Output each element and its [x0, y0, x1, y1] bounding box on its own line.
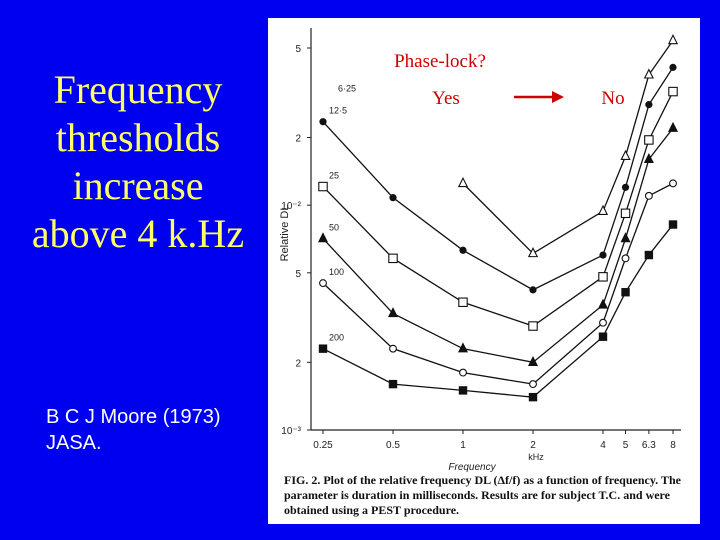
figure-panel: 5 2 10⁻² 5 2 10⁻³ Relative DL 0.25 0.5 1 2 4 5 6.3 8 Fr… [268, 18, 700, 524]
series-label: 100 [329, 267, 344, 277]
series-5: 100 [319, 179, 677, 389]
series-label: 200 [329, 333, 344, 343]
data-point [528, 392, 538, 402]
figure-caption: FIG. 2. Plot of the relative frequency D… [284, 473, 681, 517]
data-point [529, 380, 537, 389]
citation: B C J Moore (1973) JASA. [46, 404, 221, 456]
data-point [644, 250, 654, 260]
x-tick-label: 0.5 [386, 440, 400, 451]
data-point [458, 386, 468, 395]
data-point [620, 149, 631, 161]
data-point [457, 342, 469, 353]
series-line [322, 91, 674, 327]
data-point [667, 34, 679, 45]
data-point [644, 191, 653, 200]
series-line [322, 182, 674, 385]
citation-line: JASA. [46, 432, 102, 454]
data-point [668, 220, 678, 229]
title-line: Frequency [53, 67, 223, 112]
series-3: 25 [318, 86, 678, 331]
series-1: 6·25 [338, 34, 679, 258]
data-point [598, 272, 608, 282]
data-point [599, 318, 607, 327]
data-point [317, 232, 329, 243]
slide-title: Frequency thresholds increase above 4 k.… [28, 66, 248, 258]
data-point [389, 194, 397, 202]
data-point [644, 135, 654, 145]
series-4: 50 [317, 121, 679, 367]
y-tick-label: 10⁻³ [281, 426, 301, 437]
x-tick-label: 4 [600, 440, 606, 451]
data-point [668, 86, 678, 97]
data-point [599, 251, 607, 259]
title-line: increase [72, 163, 204, 208]
data-point [527, 246, 539, 258]
data-point [319, 118, 327, 126]
series-6: 200 [318, 220, 678, 402]
y-axis-label: Relative DL [279, 205, 291, 262]
x-tick-label: 1 [460, 440, 466, 451]
y-tick-label: 5 [295, 269, 301, 280]
data-point [318, 344, 328, 353]
phase-lock-label: Phase-lock? [394, 51, 486, 72]
data-point [457, 176, 469, 188]
series-2: 12·5 [319, 63, 677, 294]
yes-label: Yes [432, 88, 460, 109]
data-point [669, 63, 677, 71]
data-point [389, 344, 397, 353]
series-label: 50 [329, 223, 339, 233]
x-axis-label: Frequency [448, 462, 496, 473]
data-point [645, 101, 653, 109]
series-line [462, 40, 674, 255]
series-line [322, 127, 674, 364]
data-point [459, 368, 467, 377]
data-point [528, 321, 538, 331]
data-point [597, 298, 609, 309]
data-point [597, 204, 609, 215]
data-point [621, 288, 630, 297]
data-point [527, 355, 539, 367]
data-point [620, 232, 631, 243]
data-point [529, 286, 537, 294]
data-point [459, 246, 467, 254]
title-line: thresholds [55, 115, 221, 160]
no-label: No [601, 88, 624, 109]
x-tick-label: 6.3 [642, 440, 656, 451]
data-point [319, 279, 327, 288]
data-point [387, 307, 399, 318]
x-tick-label: 5 [623, 440, 629, 451]
data-point [621, 183, 630, 191]
data-point [667, 121, 679, 132]
title-line: above 4 k.Hz [31, 211, 245, 256]
yes-to-no-arrow-head [552, 91, 564, 103]
data-point [621, 254, 630, 263]
data-point [620, 208, 631, 219]
x-tick-label: 2 [530, 440, 536, 451]
data-point [643, 152, 654, 163]
data-point [388, 379, 398, 389]
series-label: 6·25 [338, 83, 356, 93]
y-tick-label: 5 [295, 44, 301, 55]
data-point [458, 297, 468, 307]
x-tick-label: 8 [670, 440, 676, 451]
y-tick-label: 2 [295, 358, 301, 369]
citation-line: B C J Moore (1973) [46, 406, 221, 428]
data-point [598, 332, 608, 341]
y-tick-label: 2 [295, 133, 301, 144]
y-tick-label: 10⁻² [281, 201, 301, 212]
data-point [318, 181, 328, 192]
series-label: 12·5 [329, 106, 347, 116]
x-axis-unit: kHz [528, 452, 544, 462]
series-label: 25 [329, 171, 339, 181]
frequency-dl-chart: 5 2 10⁻² 5 2 10⁻³ Relative DL 0.25 0.5 1 2 4 5 6.3 8 Fr… [279, 28, 681, 473]
data-point [669, 179, 677, 188]
x-tick-label: 0.25 [313, 440, 333, 451]
data-point [643, 68, 654, 79]
series-line [322, 67, 674, 291]
data-point [388, 253, 398, 264]
series-line [322, 224, 674, 398]
